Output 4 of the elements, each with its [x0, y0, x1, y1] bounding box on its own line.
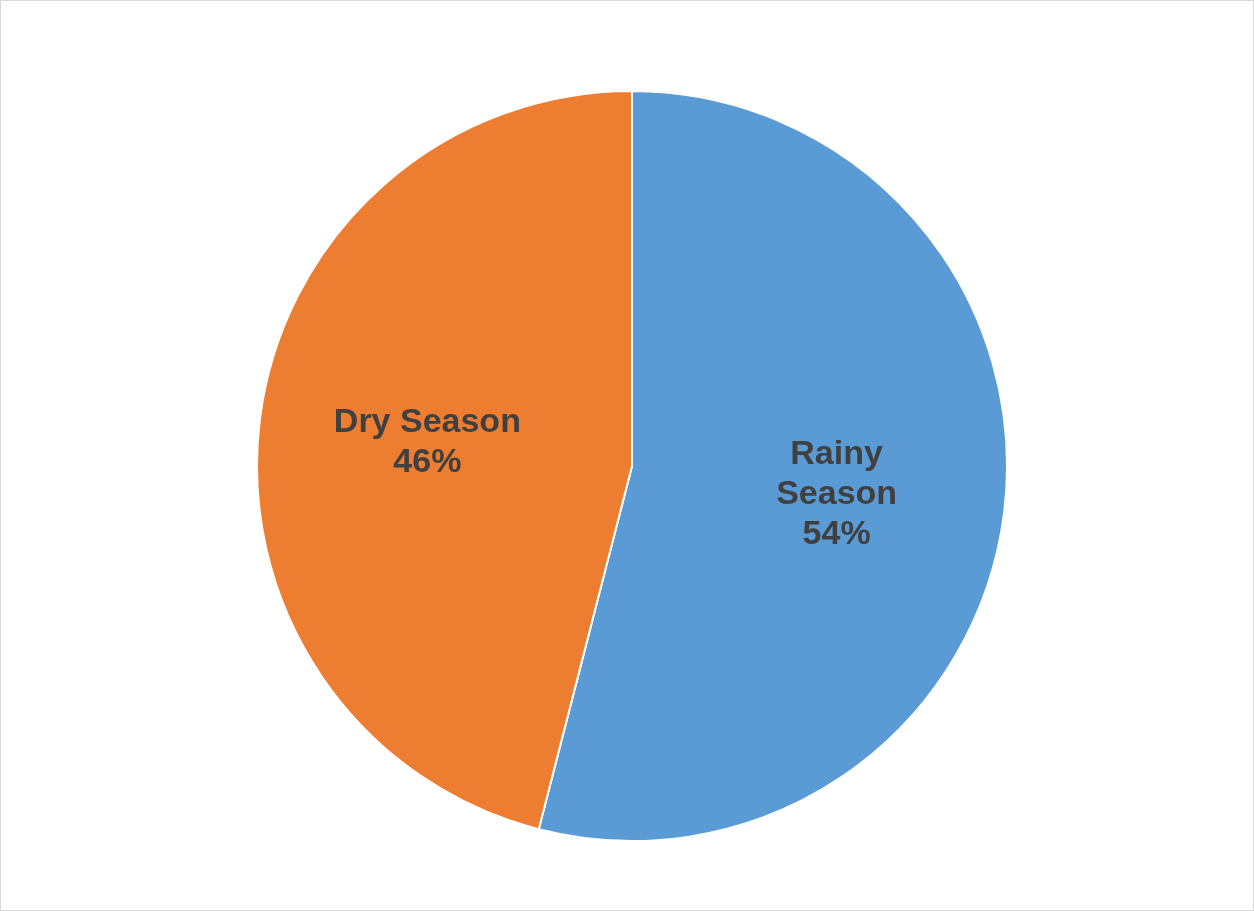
slice-label: Dry Season [333, 401, 521, 440]
data-label: 46% [393, 441, 462, 480]
data-label: 54% [802, 512, 871, 551]
slice-label: Rainy Season [776, 432, 898, 511]
